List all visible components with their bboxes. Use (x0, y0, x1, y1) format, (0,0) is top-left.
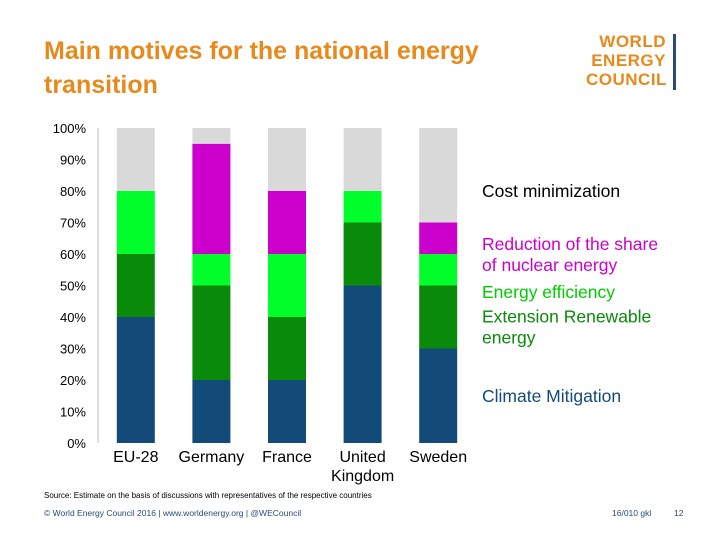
bar-segment (268, 191, 306, 254)
bar-segment (419, 222, 458, 254)
bar-segment (192, 128, 231, 144)
y-tick-label: 70% (60, 216, 86, 231)
bar-segment (268, 128, 306, 191)
x-category-label: Sweden (409, 449, 467, 466)
bar-segment (268, 254, 306, 317)
slide-title: Main motives for the national energy tra… (44, 37, 479, 99)
bar-segment (343, 191, 382, 223)
document-code: 16/010 gkl (612, 508, 652, 518)
bar-segment (268, 380, 306, 443)
y-tick-label: 90% (60, 153, 86, 168)
bar-segment (419, 254, 458, 286)
bar-segment (343, 128, 382, 191)
y-tick-label: 30% (60, 342, 86, 357)
y-tick-label: 10% (60, 405, 86, 420)
y-tick-label: 50% (60, 279, 86, 294)
bar-segment (116, 128, 155, 191)
bar-segment (343, 222, 382, 286)
x-category-label: EU-28 (113, 449, 158, 466)
y-tick-label: 100% (53, 121, 87, 136)
y-tick-label: 0% (67, 436, 86, 451)
bar-segment (192, 254, 231, 286)
bar-segment (268, 317, 306, 380)
bar-segment (343, 285, 382, 443)
legend-label: Climate Mitigation (482, 386, 621, 406)
y-tick-label: 60% (60, 247, 86, 262)
x-category-label: Germany (179, 449, 245, 466)
bar-segment (419, 348, 458, 443)
y-tick-label: 80% (60, 184, 86, 199)
source-note: Source: Estimate on the basis of discuss… (44, 491, 372, 500)
page-number: 12 (674, 508, 684, 518)
y-tick-label: 20% (60, 373, 86, 388)
bar-segment (192, 285, 231, 380)
bar-segment (192, 143, 231, 254)
logo-word-energy: ENERGY (591, 51, 666, 70)
logo-bar (673, 34, 676, 90)
bar-segment (116, 191, 155, 254)
bar-segment (192, 380, 231, 443)
y-tick-label: 40% (60, 310, 86, 325)
legend-label: Reduction of the share of nuclear energy (482, 234, 658, 275)
bar-segment (116, 254, 155, 317)
logo-word-world: WORLD (599, 32, 666, 51)
legend-label: Extension Renewable energy (482, 306, 651, 347)
x-category-label: France (262, 449, 312, 466)
bar-segment (419, 285, 458, 349)
x-category-label: United Kingdom (331, 449, 394, 485)
legend-label: Cost minimization (482, 181, 620, 201)
logo-word-council: COUNCIL (586, 70, 667, 89)
bar-segment (116, 317, 155, 443)
world-energy-council-logo: WORLD ENERGY COUNCIL (586, 32, 676, 94)
bar-segment (419, 128, 458, 223)
footer-copyright: © World Energy Council 2016 | www.worlde… (44, 508, 302, 518)
legend-label: Energy efficiency (482, 282, 615, 302)
